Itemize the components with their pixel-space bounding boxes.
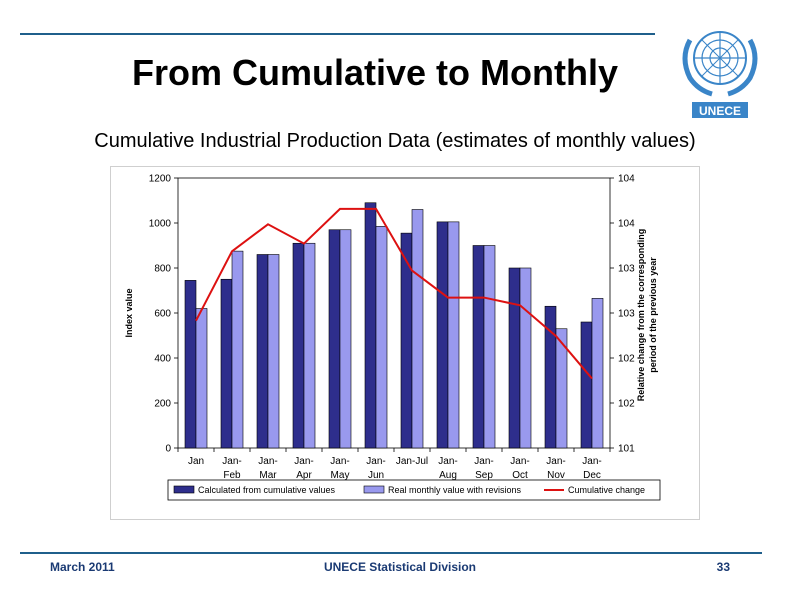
bar-real — [591, 298, 604, 449]
right-axis-tick-label: 104 — [618, 174, 635, 185]
x-axis-tick-label: Nov — [547, 470, 565, 481]
x-axis-tick-label: Jan- — [294, 456, 313, 467]
legend-label-real: Real monthly value with revisions — [388, 485, 522, 495]
x-axis-tick-label: Jan- — [366, 456, 385, 467]
bar-calculated — [364, 202, 377, 449]
x-axis-tick-label: Feb — [223, 470, 241, 481]
left-axis-tick-label: 1200 — [149, 174, 172, 185]
un-emblem-icon — [682, 31, 758, 97]
bar-real — [375, 226, 388, 449]
left-axis-tick-label: 200 — [154, 399, 171, 410]
bar-calculated — [220, 278, 233, 449]
legend-label-calculated: Calculated from cumulative values — [198, 485, 336, 495]
slide-title: From Cumulative to Monthly — [132, 52, 618, 93]
bar-calculated — [256, 254, 269, 449]
footer-page-number: 33 — [716, 560, 730, 574]
x-axis-tick-label: Jan-Jul — [396, 456, 428, 467]
combo-chart: 0 200 400 600 800 1000 1200 101 102 102 103 103 104 1… — [110, 166, 700, 520]
un-logo: UNECE — [682, 31, 758, 118]
x-axis-tick-label: Jan- — [438, 456, 457, 467]
logo-text: UNECE — [699, 104, 741, 118]
legend — [167, 479, 661, 501]
right-axis-label: Relative change from the corresponding — [636, 229, 646, 402]
footer-date: March 2011 — [50, 560, 115, 574]
right-axis-tick-label: 103 — [618, 264, 635, 275]
right-axis-tick-label: 103 — [618, 309, 635, 320]
bar-calculated — [508, 267, 521, 449]
top-rule — [20, 33, 655, 35]
x-axis-tick-label: Sep — [475, 470, 493, 481]
x-axis-tick-label: Dec — [583, 470, 601, 481]
bar-calculated — [580, 321, 593, 449]
footer-organization: UNECE Statistical Division — [323, 560, 477, 574]
bar-real — [231, 250, 244, 449]
bar-real — [411, 209, 424, 449]
x-axis-tick-label: Jan- — [546, 456, 565, 467]
bar-calculated — [328, 229, 341, 449]
legend-swatch-calculated — [173, 485, 195, 494]
left-axis-label: Index value — [124, 288, 134, 337]
bar-real — [267, 254, 280, 449]
bar-calculated — [472, 245, 485, 449]
x-axis-tick-label: Jan- — [330, 456, 349, 467]
right-axis-label: period of the previous year — [648, 257, 658, 373]
left-axis-tick-label: 400 — [154, 354, 171, 365]
plot-area — [177, 177, 611, 449]
x-axis-tick-label: Jan- — [222, 456, 241, 467]
chart-subtitle: Cumulative Industrial Production Data (e… — [94, 130, 696, 152]
bar-calculated — [436, 221, 449, 449]
left-axis-tick-label: 800 — [154, 264, 171, 275]
legend-swatch-real — [363, 485, 385, 494]
bar-real — [339, 229, 352, 449]
x-axis-tick-label: Jan- — [510, 456, 529, 467]
bottom-rule — [20, 552, 762, 554]
bar-real — [195, 308, 208, 449]
x-axis-tick-label: Jan- — [474, 456, 493, 467]
bar-calculated — [400, 232, 413, 449]
right-axis-tick-label: 102 — [618, 354, 635, 365]
x-axis-tick-label: Apr — [296, 470, 312, 481]
x-axis-tick-label: Jun — [368, 470, 384, 481]
x-axis-tick-label: Aug — [439, 470, 457, 481]
x-axis-tick-label: Jan- — [258, 456, 277, 467]
right-axis-tick-label: 102 — [618, 399, 635, 410]
x-axis-tick-label: Jan — [188, 456, 204, 467]
x-axis-tick-label: May — [331, 470, 350, 481]
bar-real — [447, 221, 460, 449]
x-axis-tick-label: Mar — [259, 470, 277, 481]
bar-calculated — [292, 242, 305, 449]
left-axis-tick-label: 600 — [154, 309, 171, 320]
x-axis-tick-label: Jan- — [582, 456, 601, 467]
line-cumulative-change — [195, 207, 593, 380]
bar-calculated — [184, 280, 197, 449]
right-axis-tick-label: 104 — [618, 219, 635, 230]
left-axis-tick-label: 1000 — [149, 219, 172, 230]
bar-real — [483, 245, 496, 449]
bar-real — [555, 328, 568, 449]
x-axis-tick-label: Oct — [512, 470, 528, 481]
legend-label-cumulative: Cumulative change — [568, 485, 645, 495]
bar-real — [303, 242, 316, 449]
bar-real — [519, 267, 532, 449]
left-axis-tick-label: 0 — [165, 444, 171, 455]
right-axis-tick-label: 101 — [618, 444, 635, 455]
